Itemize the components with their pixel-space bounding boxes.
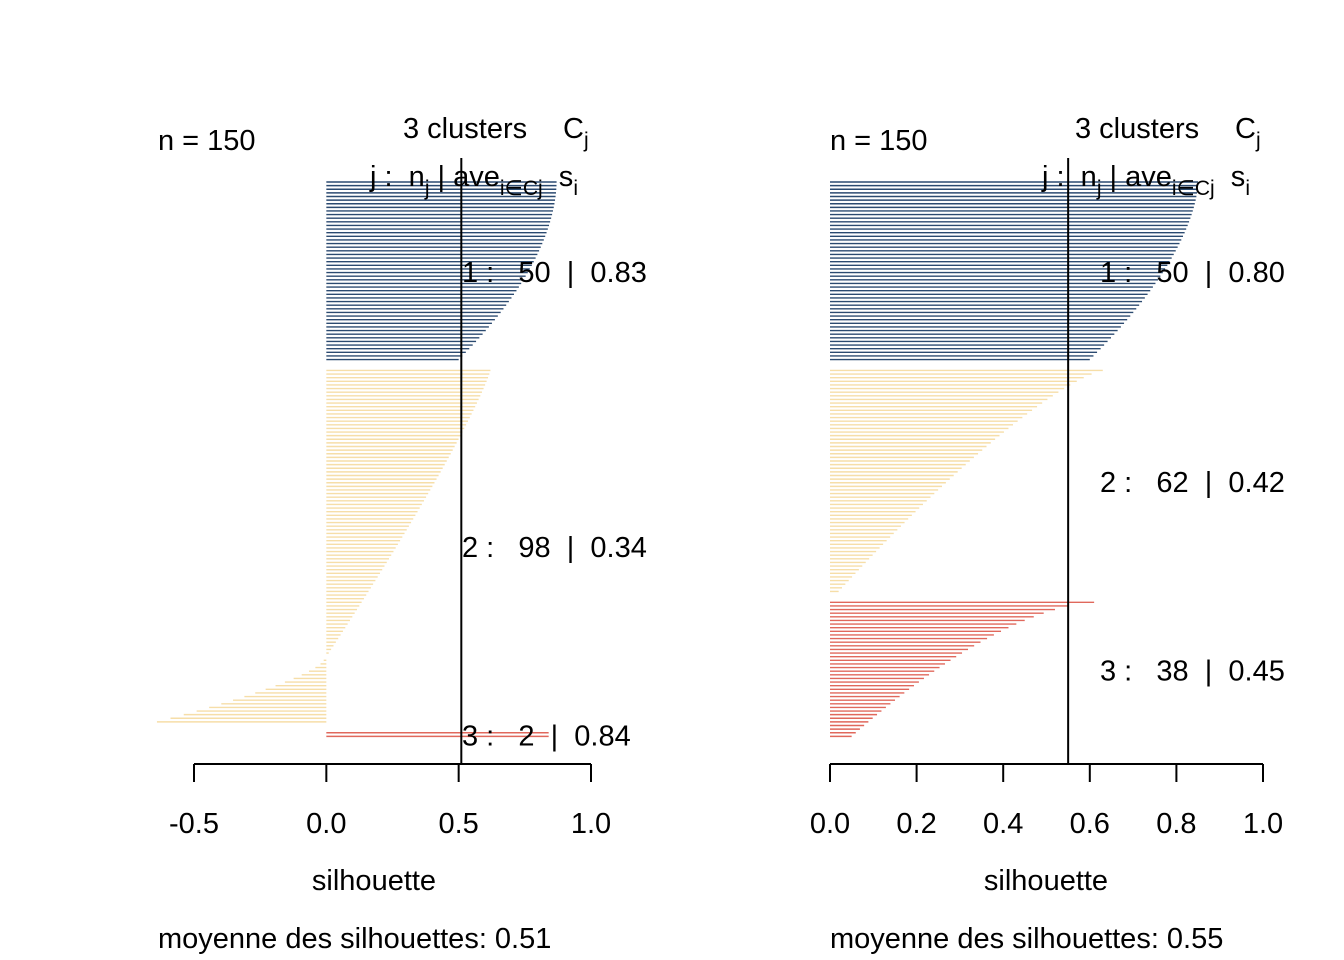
n-label: n = 150: [158, 125, 256, 157]
x-tick-label: 1.0: [571, 808, 611, 840]
cluster-label: 1 : 50 | 0.83: [462, 257, 647, 289]
clusters-header-symbol: C: [1235, 113, 1256, 145]
average-silhouette-footer: moyenne des silhouettes: 0.55: [830, 923, 1223, 955]
x-axis: -0.5 0.0 0.5 1.0: [169, 763, 611, 840]
x-tick-label: 1.0: [1243, 808, 1283, 840]
clusters-header-subscript: j: [1255, 129, 1261, 152]
x-axis: 0.0 0.2 0.4 0.6 0.8 1.0: [810, 763, 1283, 840]
cluster-label: 3 : 38 | 0.45: [1100, 655, 1285, 687]
x-tick-label: 0.0: [810, 808, 850, 840]
x-axis-label: silhouette: [312, 865, 436, 897]
cluster-label: 2 : 98 | 0.34: [462, 532, 647, 564]
x-tick-label: 0.6: [1070, 808, 1110, 840]
silhouette-bars: [830, 181, 1199, 738]
cluster-label: 2 : 62 | 0.42: [1100, 467, 1285, 499]
cluster-label: 3 : 2 | 0.84: [462, 721, 631, 753]
clusters-header-symbol: C: [563, 113, 584, 145]
x-tick-label: 0.5: [439, 808, 479, 840]
silhouette-panel-left: n = 150 3 clusters C j 1 : 50 | 0.83 2 : …: [156, 113, 647, 955]
clusters-header-subscript: j: [583, 129, 589, 152]
clusters-header: 3 clusters: [403, 113, 527, 145]
x-tick-label: 0.0: [306, 808, 346, 840]
cluster-labels: 1 : 50 | 0.83 2 : 98 | 0.34 3 : 2 | 0.84 j …: [369, 161, 647, 753]
clusters-header: 3 clusters: [1075, 113, 1199, 145]
silhouette-bars: [156, 181, 557, 738]
average-silhouette-footer: moyenne des silhouettes: 0.51: [158, 923, 551, 955]
cluster-columns-header: j : nj | avei∈Cj si: [1041, 161, 1250, 200]
n-label: n = 150: [830, 125, 928, 157]
x-tick-label: 0.8: [1156, 808, 1196, 840]
x-tick-label: -0.5: [169, 808, 219, 840]
silhouette-panel-right: n = 150 3 clusters C j 1 : 50 | 0.80 2 : …: [810, 113, 1285, 955]
x-axis-label: silhouette: [984, 865, 1108, 897]
x-tick-label: 0.2: [896, 808, 936, 840]
cluster-label: 1 : 50 | 0.80: [1100, 257, 1285, 289]
cluster-columns-header: j : nj | avei∈Cj si: [369, 161, 578, 200]
x-tick-label: 0.4: [983, 808, 1023, 840]
